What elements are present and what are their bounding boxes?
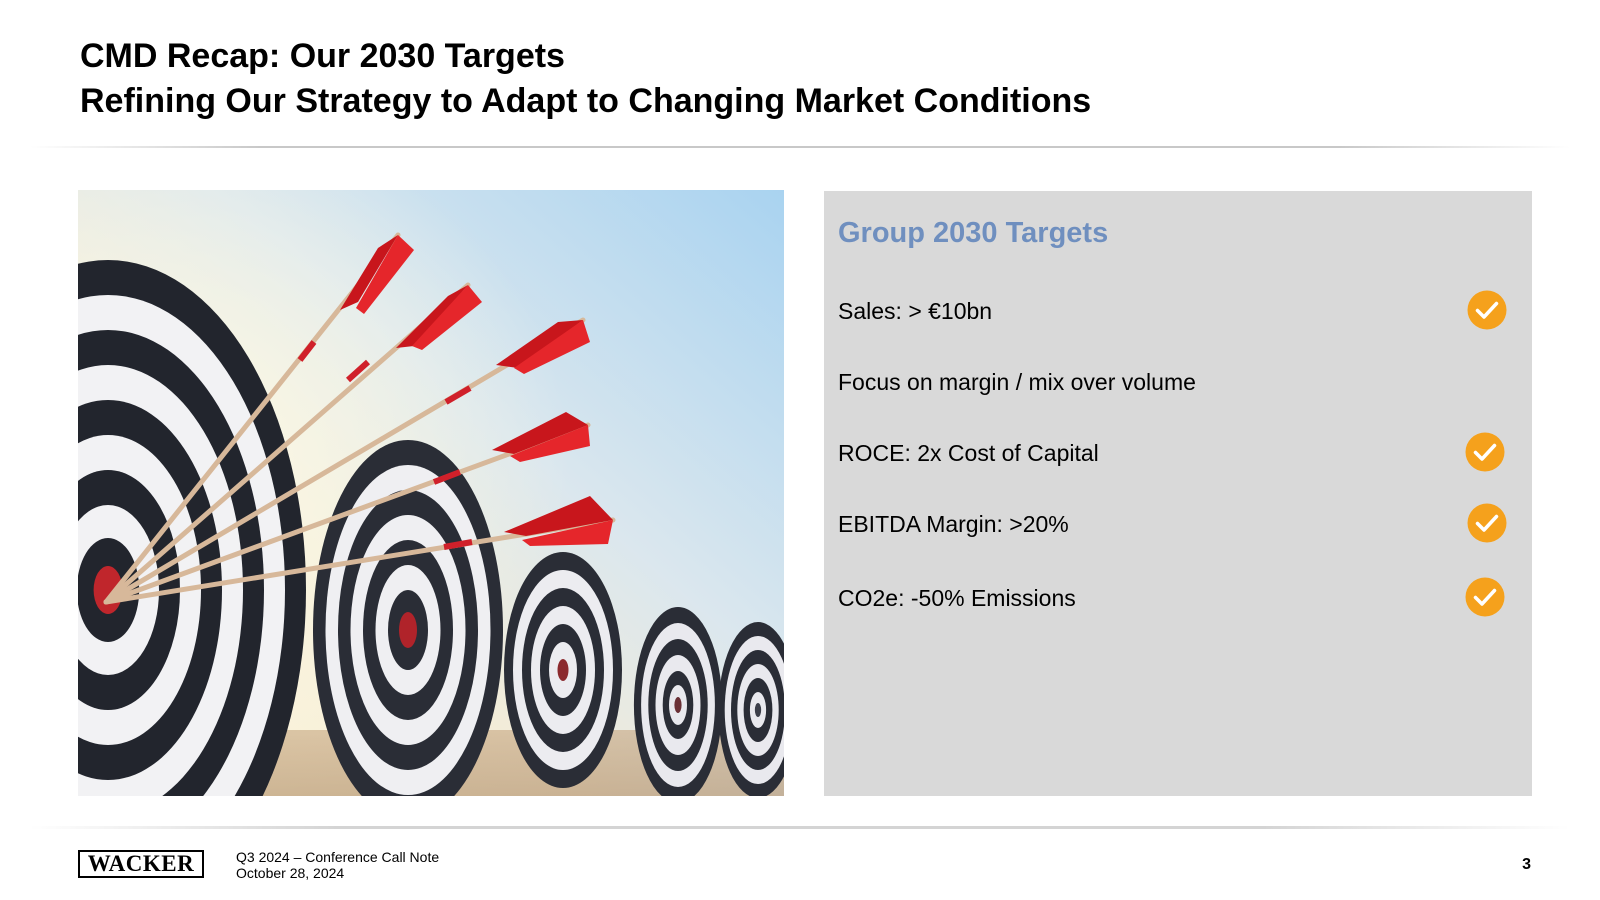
- header-divider: [30, 146, 1570, 148]
- slide-title-line-2: Refining Our Strategy to Adapt to Changi…: [80, 82, 1092, 120]
- target-item-sales: Sales: > €10bn: [838, 290, 1518, 330]
- target-label: Sales: > €10bn: [838, 298, 993, 324]
- target-label: ROCE: 2x Cost of Capital: [838, 440, 1099, 466]
- target-label: CO2e: -50% Emissions: [838, 585, 1076, 611]
- slide-title: CMD Recap: Our 2030 Targets Refining Our…: [80, 34, 1520, 124]
- page-number: 3: [1522, 856, 1531, 873]
- target-label: EBITDA Margin: >20%: [838, 511, 1069, 537]
- check-circle-icon: [1465, 577, 1505, 617]
- footer-line-1: Q3 2024 – Conference Call Note: [236, 849, 440, 865]
- target-item-ebitda: EBITDA Margin: >20%: [838, 503, 1518, 543]
- check-circle-icon: [1467, 290, 1507, 330]
- target-item-co2e: CO2e: -50% Emissions: [838, 577, 1518, 617]
- check-circle-icon: [1467, 503, 1507, 543]
- group-targets-panel: Group 2030 Targets Sales: > €10bn Focus …: [824, 191, 1532, 796]
- target-item-roce: ROCE: 2x Cost of Capital: [838, 432, 1518, 472]
- footer-divider: [30, 826, 1570, 829]
- arrows-target-image: [78, 190, 784, 796]
- check-circle-icon: [1465, 432, 1505, 472]
- panel-title: Group 2030 Targets: [838, 217, 1109, 249]
- wacker-logo: WACKER: [78, 850, 204, 878]
- footer-date: October 28, 2024: [236, 865, 345, 881]
- target-item-focus-margin: Focus on margin / mix over volume: [838, 361, 1518, 401]
- target-label: Focus on margin / mix over volume: [838, 369, 1196, 395]
- slide-title-line-1: CMD Recap: Our 2030 Targets: [80, 37, 565, 75]
- footer-note: Q3 2024 – Conference Call Note October 2…: [236, 849, 439, 881]
